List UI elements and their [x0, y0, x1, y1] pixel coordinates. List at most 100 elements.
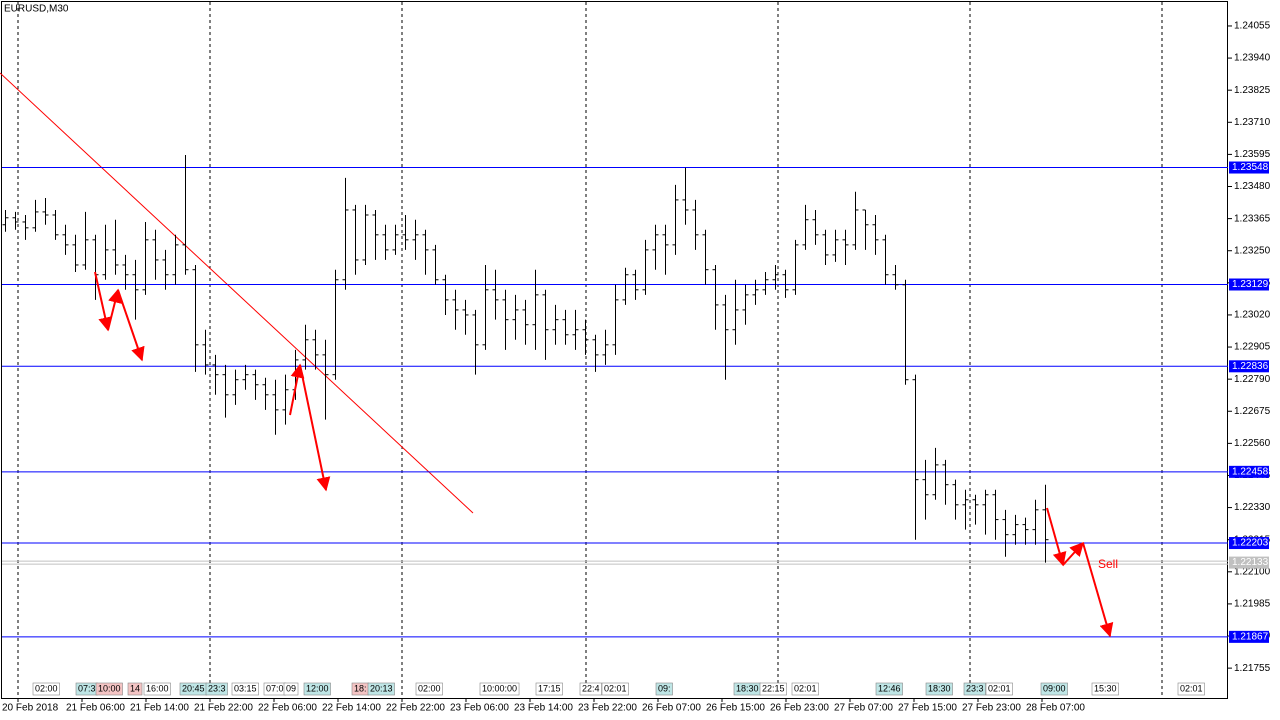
x-tick-label: 20 Feb 2018 [2, 703, 59, 714]
event-box [579, 682, 602, 696]
event-label: 17:15 [538, 683, 561, 693]
arrow [299, 364, 331, 492]
event-label: 02:01 [988, 683, 1011, 693]
level-label-box [1229, 630, 1269, 643]
level-label: 1.22203 [1232, 538, 1269, 549]
x-tick-label: 27 Feb 07:00 [834, 703, 893, 714]
event-box [303, 682, 331, 696]
arrow [289, 363, 305, 416]
level-label-box [1229, 537, 1269, 550]
y-tick-label: 1.22790 [1234, 374, 1271, 385]
x-tick-label: 22 Feb 22:00 [386, 703, 445, 714]
event-box [1091, 682, 1119, 696]
event-label: 15:30 [1094, 683, 1117, 693]
event-label: 10:00 [98, 683, 121, 693]
level-label-box [1229, 278, 1269, 291]
level-label-box [1229, 360, 1269, 373]
x-tick-label: 21 Feb 22:00 [194, 703, 253, 714]
y-tick-label: 1.22100 [1234, 566, 1271, 577]
event-label: 12:00 [306, 683, 329, 693]
y-tick-label: 1.21755 [1234, 663, 1271, 674]
event-label: 14 [130, 683, 140, 693]
y-tick-label: 1.24055 [1234, 21, 1271, 32]
arrow [1082, 542, 1114, 638]
event-box [1040, 682, 1068, 696]
event-box [601, 682, 629, 696]
event-label: 07:0 [266, 683, 284, 693]
y-tick-label: 1.23250 [1234, 245, 1271, 256]
event-label: 09 [286, 683, 296, 693]
event-label: 09: [658, 683, 671, 693]
x-tick-label: 22 Feb 14:00 [322, 703, 381, 714]
x-tick-label: 27 Feb 23:00 [962, 703, 1021, 714]
event-label: 16:00 [146, 683, 169, 693]
level-label: 1.23548 [1232, 162, 1269, 173]
event-box [143, 682, 171, 696]
level-label: 1.22458 [1232, 466, 1269, 477]
event-label: 22:15 [762, 683, 785, 693]
plot-frame [1, 1, 1228, 699]
level-label: 1.21867 [1232, 631, 1269, 642]
x-tick-label: 23 Feb 14:00 [514, 703, 573, 714]
x-tick-label: 27 Feb 15:00 [898, 703, 957, 714]
level-label: 1.23129 [1232, 279, 1269, 290]
y-tick-label: 1.22675 [1234, 406, 1271, 417]
event-label: 18:30 [736, 683, 759, 693]
arrow [1046, 507, 1067, 567]
y-tick-label: 1.22330 [1234, 502, 1271, 513]
trend-line [0, 72, 474, 514]
sell-label: Sell [1098, 557, 1118, 571]
event-label: 23:3 [966, 683, 984, 693]
chart-title: EURUSD,M30 [4, 4, 69, 15]
event-label: 07:3 [78, 683, 96, 693]
event-box [479, 682, 520, 696]
price-label: 1.22133 [1232, 557, 1269, 568]
event-box [415, 682, 443, 696]
event-box [283, 682, 299, 696]
x-tick-label: 26 Feb 07:00 [642, 703, 701, 714]
arrow [107, 288, 122, 331]
y-tick-label: 1.23940 [1234, 53, 1271, 64]
y-tick-label: 1.23480 [1234, 181, 1271, 192]
event-box [985, 682, 1013, 696]
event-box [1177, 682, 1205, 696]
x-tick-label: 28 Feb 07:00 [1026, 703, 1085, 714]
arrow [94, 271, 113, 332]
event-label: 03:15 [234, 683, 257, 693]
event-box [231, 682, 259, 696]
event-label: 02:01 [1180, 683, 1203, 693]
event-box [759, 682, 787, 696]
x-tick-label: 26 Feb 23:00 [770, 703, 829, 714]
x-tick-label: 21 Feb 14:00 [130, 703, 189, 714]
event-box [127, 682, 143, 696]
level-label: 1.22836 [1232, 361, 1269, 372]
y-tick-label: 1.23710 [1234, 117, 1271, 128]
event-box [205, 682, 228, 696]
event-box [963, 682, 986, 696]
x-tick-label: 23 Feb 22:00 [578, 703, 637, 714]
event-box [535, 682, 563, 696]
event-label: 18: [354, 683, 367, 693]
price-label-box [1229, 556, 1269, 569]
event-label: 18:30 [928, 683, 951, 693]
y-tick-label: 1.21985 [1234, 599, 1271, 610]
y-tick-label: 1.23595 [1234, 149, 1271, 160]
x-tick-label: 26 Feb 15:00 [706, 703, 765, 714]
arrow [1062, 541, 1084, 566]
event-box [875, 682, 903, 696]
y-tick-label: 1.22560 [1234, 438, 1271, 449]
y-tick-label: 1.23825 [1234, 85, 1271, 96]
event-box [32, 682, 60, 696]
event-label: 09:00 [1043, 683, 1066, 693]
event-label: 02:01 [794, 683, 817, 693]
event-box [367, 682, 395, 696]
event-box [791, 682, 819, 696]
y-tick-label: 1.23020 [1234, 310, 1271, 321]
x-tick-label: 23 Feb 06:00 [450, 703, 509, 714]
x-tick-label: 22 Feb 06:00 [258, 703, 317, 714]
event-label: 02:00 [418, 683, 441, 693]
event-label: 10:00:00 [482, 683, 517, 693]
